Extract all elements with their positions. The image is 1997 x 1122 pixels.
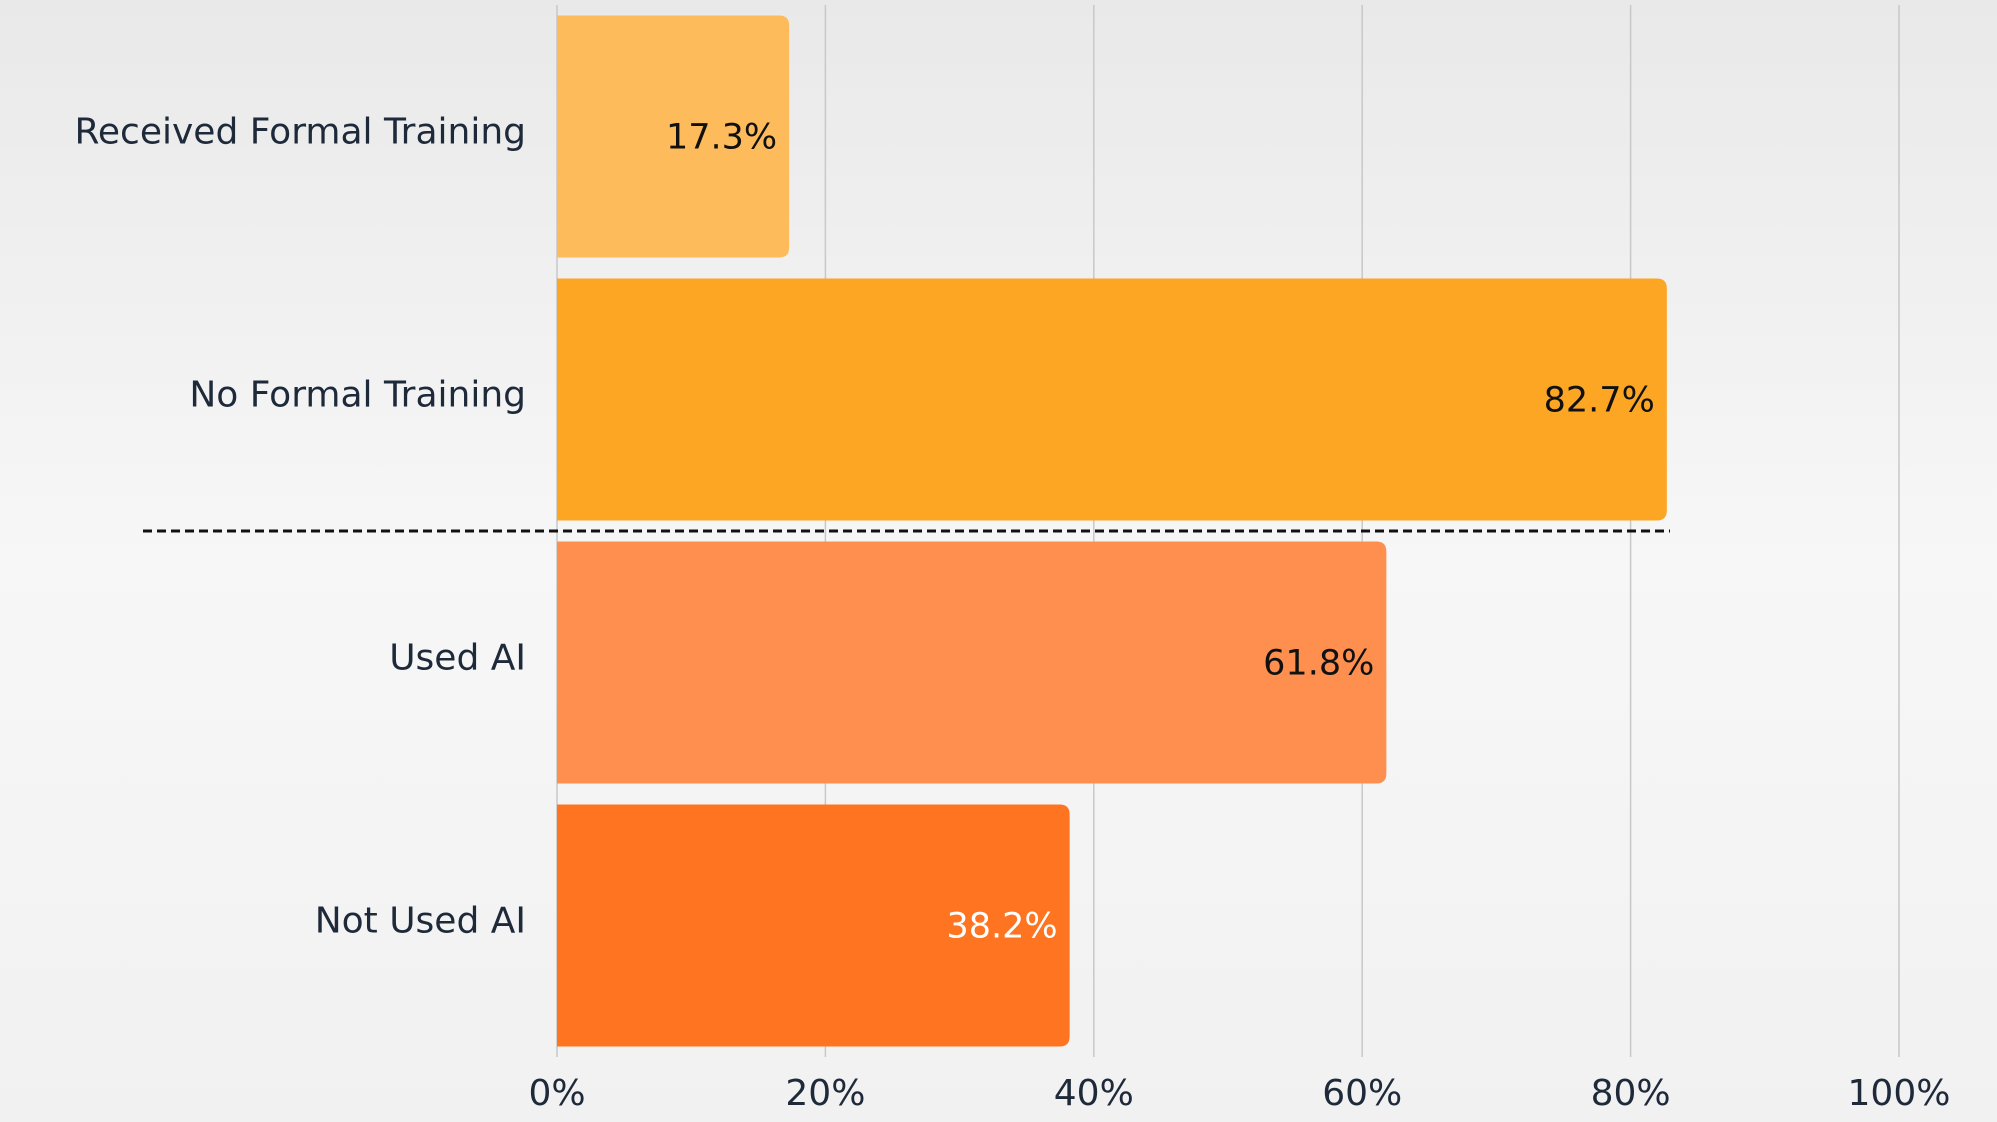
bar <box>557 15 790 258</box>
category-label: No Formal Training <box>189 375 526 416</box>
x-tick-label: 80% <box>1591 1073 1671 1114</box>
bar <box>557 278 1667 521</box>
category-label: Not Used AI <box>315 901 526 942</box>
category-label: Received Formal Training <box>75 112 526 153</box>
labels: 0% 20% 40% 60% 80% 100% 17.3% Received Formal T… <box>75 112 1951 1115</box>
bar <box>557 804 1070 1047</box>
x-tick-label: 100% <box>1848 1073 1951 1114</box>
x-tick-label: 0% <box>528 1073 585 1114</box>
bar <box>557 541 1387 784</box>
value-label: 82.7% <box>1544 381 1655 421</box>
x-tick-label: 20% <box>785 1073 865 1114</box>
value-label: 61.8% <box>1263 644 1374 684</box>
value-label: 17.3% <box>666 118 777 158</box>
value-label: 38.2% <box>946 907 1057 947</box>
category-label: Used AI <box>389 638 526 679</box>
x-tick-label: 60% <box>1322 1073 1402 1114</box>
x-tick-label: 40% <box>1054 1073 1134 1114</box>
bars <box>557 15 1667 1047</box>
